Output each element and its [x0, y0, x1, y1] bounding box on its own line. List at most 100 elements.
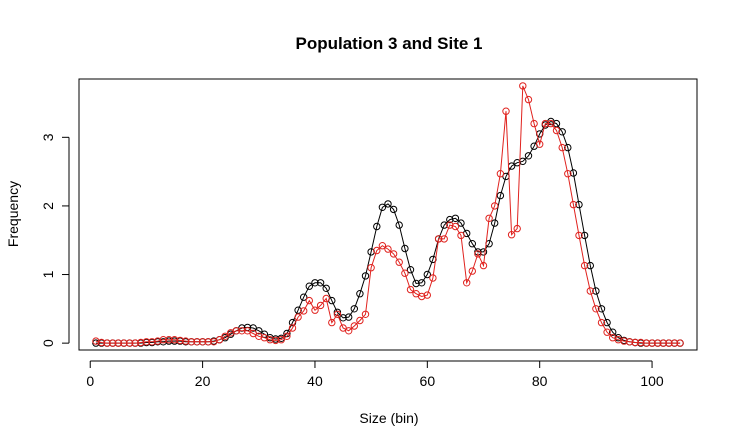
series-2-point: [665, 339, 673, 347]
series-1-point: [305, 282, 313, 290]
series-2-point: [198, 338, 207, 346]
series-2-point: [592, 305, 600, 313]
series-2-point: [423, 291, 431, 299]
series-1-point: [513, 159, 521, 167]
series-1-point: [603, 318, 611, 327]
series-2-point: [333, 310, 342, 318]
series-1-point: [294, 306, 302, 314]
y-tick-label: 1: [40, 270, 56, 278]
series-1-point: [524, 152, 533, 160]
series-2-point: [114, 339, 123, 347]
series-1-point: [609, 328, 617, 336]
series-1-point: [496, 191, 505, 200]
chart-title: Population 3 and Site 1: [295, 34, 482, 53]
series-2-point: [530, 119, 538, 128]
y-tick-label: 2: [40, 202, 56, 210]
series-1-point: [575, 200, 583, 209]
y-axis: 0 1 2 3: [40, 133, 70, 347]
series-2-point: [142, 338, 151, 346]
series-2-point: [625, 338, 634, 346]
series-2-point: [536, 140, 544, 148]
x-axis: 0 20 40 60 80 100: [86, 360, 664, 389]
series-2-point: [513, 224, 521, 233]
series-2-point: [558, 143, 566, 152]
series-1-point: [564, 143, 572, 152]
series-2-point: [479, 261, 488, 270]
series-1-point: [389, 205, 398, 214]
series-2-point: [103, 339, 111, 347]
series-2-point: [328, 318, 336, 327]
x-tick-label: 20: [195, 373, 211, 389]
series-1-point: [373, 222, 381, 231]
series-2-point: [575, 231, 583, 240]
series-2-point: [345, 327, 353, 335]
series-2-line: [95, 85, 681, 344]
series-1-point: [569, 169, 578, 177]
series-2-point: [131, 339, 139, 347]
series-2-point: [92, 337, 100, 345]
series-2-point: [637, 338, 645, 347]
series-1-point: [406, 266, 415, 274]
series-1-point: [356, 290, 364, 298]
series-2-point: [631, 338, 639, 347]
series-2-point: [446, 221, 454, 229]
series-2-point: [187, 338, 196, 346]
series-2-point: [277, 336, 285, 344]
series-2-point: [519, 82, 527, 90]
series-2-point: [109, 339, 117, 347]
series-2-point: [356, 316, 364, 325]
series-2-point: [159, 336, 168, 344]
series-2-point: [350, 322, 358, 330]
series-2-point: [97, 338, 106, 347]
series-1-point: [316, 279, 325, 287]
series-layer: [92, 82, 684, 347]
series-2-point: [238, 327, 246, 335]
series-2-point: [502, 107, 510, 115]
series-1-point: [300, 293, 308, 301]
series-2-point: [154, 337, 162, 345]
series-1-point: [446, 215, 454, 224]
series-2-point: [569, 200, 578, 209]
series-2-point: [457, 231, 465, 240]
series-2-point: [507, 231, 516, 239]
series-2-point: [373, 246, 381, 255]
series-2-point: [603, 328, 611, 336]
series-2-point: [316, 301, 325, 310]
y-tick-label: 3: [40, 133, 56, 141]
series-1-point: [361, 272, 370, 280]
series-2-point: [586, 287, 594, 295]
series-1-point: [339, 314, 347, 322]
series-2-point: [440, 235, 448, 243]
plot-box: [78, 78, 698, 351]
series-1-point: [597, 305, 606, 313]
series-1-point: [592, 287, 600, 295]
series-2-point: [255, 332, 263, 340]
series-2-point: [659, 339, 667, 347]
series-2-point: [468, 267, 476, 275]
series-1-point: [418, 279, 426, 287]
x-tick-label: 40: [307, 373, 323, 389]
series-2-point: [642, 339, 651, 347]
series-1-point: [350, 305, 358, 313]
series-2-point: [552, 126, 561, 135]
series-2-point: [670, 339, 679, 347]
series-1-point: [440, 221, 448, 229]
series-2-point: [193, 338, 201, 346]
series-2-point: [547, 119, 555, 128]
series-2-point: [406, 285, 415, 294]
series-2-point: [580, 261, 589, 270]
series-2-point: [378, 242, 387, 250]
series-2-point: [294, 313, 302, 321]
series-1-point: [311, 279, 319, 287]
series-2-point: [564, 170, 572, 178]
series-2-point: [288, 324, 297, 332]
series-2-point: [496, 170, 505, 178]
series-2-point: [620, 337, 628, 345]
series-1-point: [92, 339, 100, 347]
series-2-point: [434, 235, 443, 243]
series-2-point: [361, 310, 370, 318]
x-tick-label: 100: [640, 373, 664, 389]
series-1-point: [491, 219, 499, 227]
series-2: [92, 82, 684, 347]
